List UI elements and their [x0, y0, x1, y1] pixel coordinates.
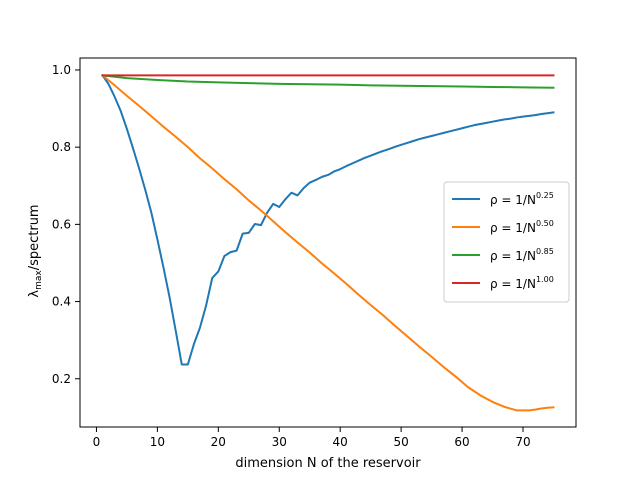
series-line-3 — [101, 74, 555, 89]
legend-box — [443, 181, 570, 303]
x-tick-label: 30 — [272, 435, 287, 449]
y-axis-label: λmax/spectrum — [27, 204, 44, 297]
x-tick-label: 0 — [93, 435, 101, 449]
x-tick-label: 20 — [211, 435, 226, 449]
legend-label-exponent: 0.25 — [536, 191, 554, 200]
x-tick-label: 70 — [515, 435, 530, 449]
series-line-1 — [101, 73, 555, 366]
legend: ρ = 1/N0.25ρ = 1/N0.50ρ = 1/N0.85ρ = 1/N… — [443, 181, 570, 303]
y-tick-label: 0.2 — [52, 372, 71, 386]
legend-label-3: ρ = 1/N0.85 — [490, 247, 554, 263]
legend-label-4: ρ = 1/N1.00 — [490, 275, 554, 291]
legend-label-text: ρ = 1/N — [490, 221, 536, 235]
series-line-2 — [101, 73, 555, 412]
y-tick-label: 0.8 — [52, 140, 71, 154]
x-tick-label: 10 — [150, 435, 165, 449]
y-tick-label: 1.0 — [52, 63, 71, 77]
y-axis-label-base: λ — [27, 290, 42, 298]
plot-frame — [79, 57, 577, 428]
y-axis-label-rest: /spectrum — [27, 204, 42, 270]
series-layer — [101, 73, 555, 412]
legend-label-exponent: 0.50 — [536, 219, 554, 228]
y-tick-label: 0.6 — [52, 217, 71, 231]
x-tick-label: 40 — [333, 435, 348, 449]
legend-label-text: ρ = 1/N — [490, 193, 536, 207]
y-axis-label-subscript: max — [34, 270, 44, 290]
legend-label-exponent: 1.00 — [536, 275, 554, 284]
label-layer: dimension N of the reservoir λmax/spectr… — [27, 204, 421, 471]
x-tick-label: 50 — [393, 435, 408, 449]
x-axis-label: dimension N of the reservoir — [235, 456, 421, 471]
x-tick-label: 60 — [454, 435, 469, 449]
y-tick-label: 0.4 — [52, 295, 71, 309]
legend-label-exponent: 0.85 — [536, 247, 554, 256]
legend-label-1: ρ = 1/N0.25 — [490, 191, 554, 207]
legend-label-2: ρ = 1/N0.50 — [490, 219, 554, 235]
axes-layer: 0 10 20 30 40 50 60 70 0.2 0.4 0.6 0.8 1.0 — [52, 57, 577, 449]
legend-label-text: ρ = 1/N — [490, 277, 536, 291]
legend-label-text: ρ = 1/N — [490, 249, 536, 263]
